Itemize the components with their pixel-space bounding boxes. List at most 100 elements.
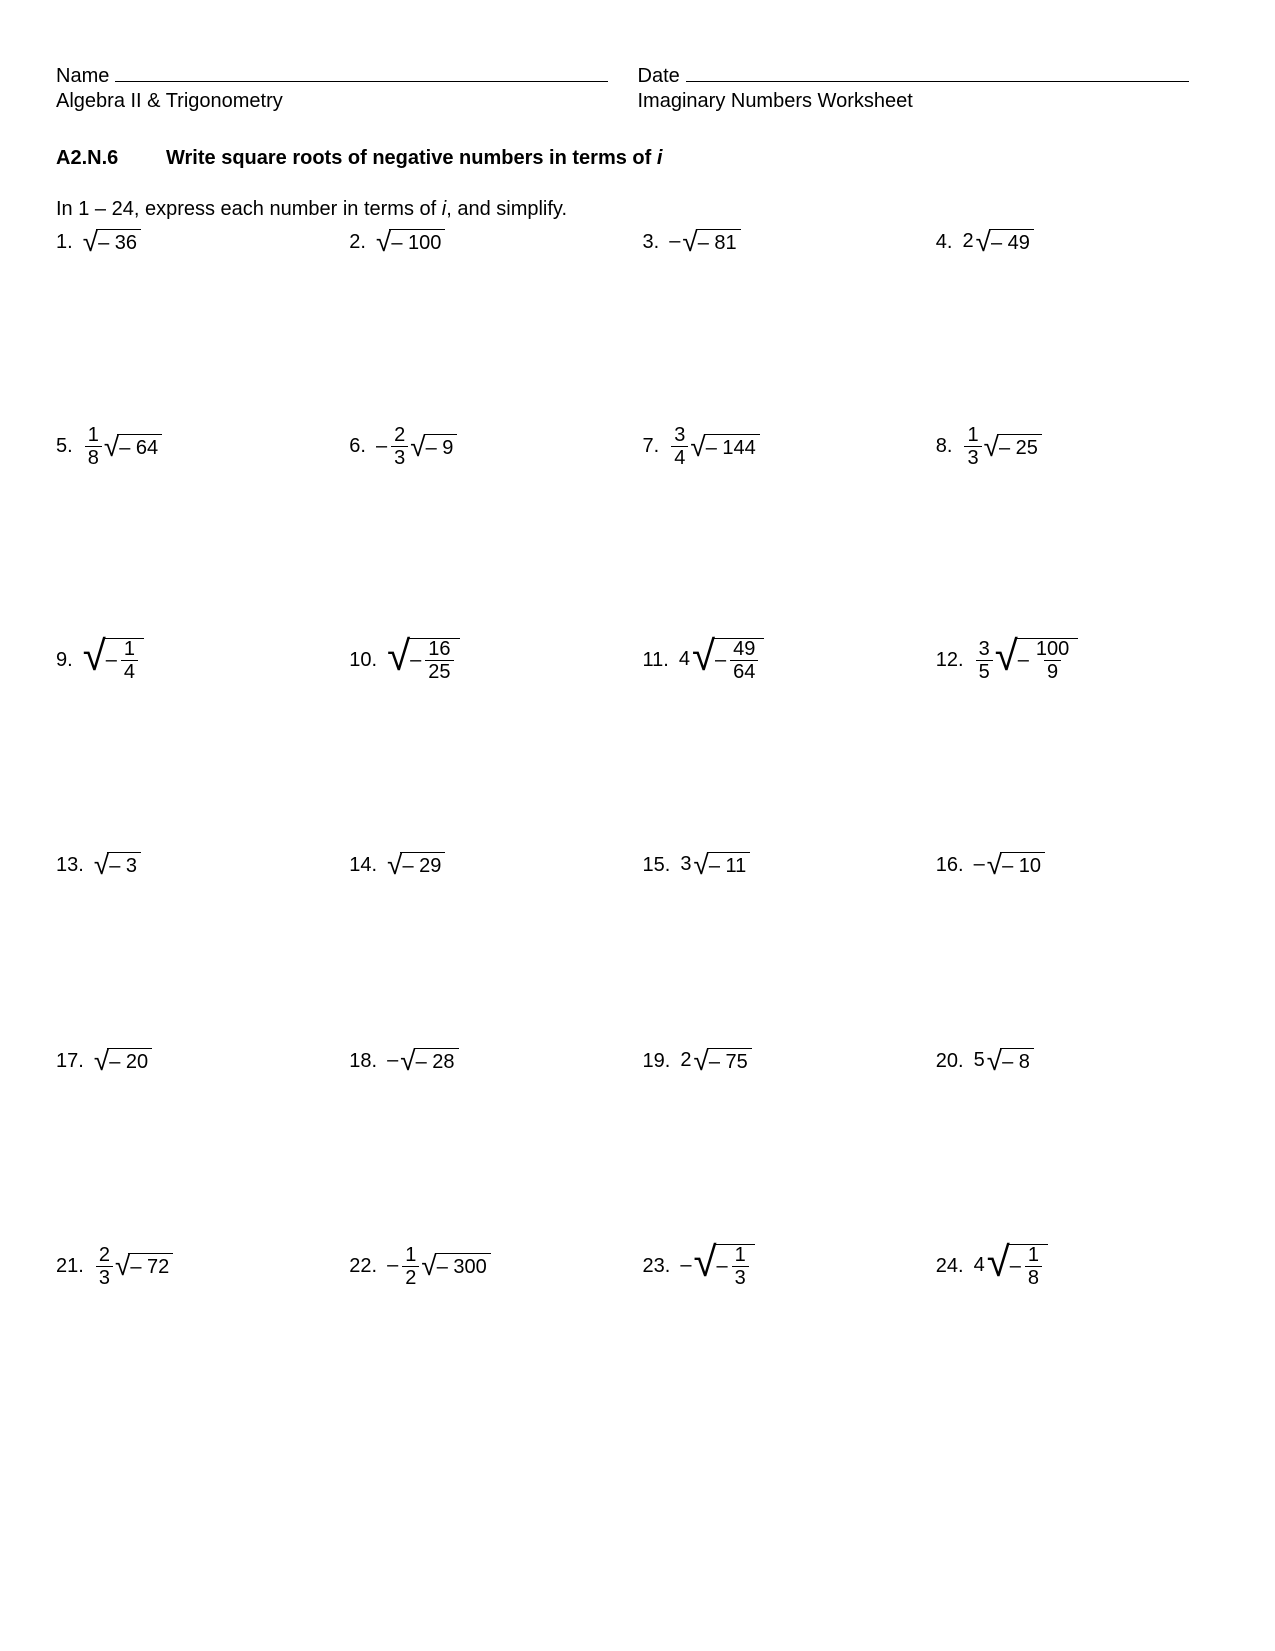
radical-icon: √: [94, 854, 109, 880]
fraction-numerator: 1: [121, 639, 138, 660]
problem-number: 18.: [349, 1050, 377, 1073]
problem-21: 21. 23√– 72: [56, 1244, 339, 1288]
radicand: – 20: [107, 1048, 152, 1074]
date-blank-line[interactable]: [686, 60, 1189, 82]
fraction-denominator: 8: [85, 446, 102, 468]
problem-expression: –√– 81: [669, 229, 740, 255]
problem-number: 19.: [643, 1050, 671, 1073]
problem-expression: 4√–18: [974, 1244, 1048, 1288]
lead-coefficient: 4: [679, 648, 690, 670]
fraction-denominator: 8: [1025, 1266, 1042, 1288]
fraction-numerator: 1: [732, 1245, 749, 1266]
problem-number: 22.: [349, 1255, 377, 1278]
date-field-group: Date: [638, 60, 1220, 88]
problem-expression: 5√– 8: [974, 1048, 1034, 1074]
square-root: √–1009: [995, 638, 1079, 682]
lead-coefficient: –: [974, 853, 985, 875]
problem-number: 10.: [349, 649, 377, 672]
fraction: 18: [1025, 1245, 1042, 1288]
problem-23: 23.–√–13: [643, 1244, 926, 1288]
fraction-numerator: 1: [1025, 1245, 1042, 1266]
radical-icon: √: [987, 854, 1002, 880]
problem-12: 12. 35√–1009: [936, 638, 1219, 682]
radical-icon: √: [690, 436, 705, 462]
fraction: 1625: [425, 639, 453, 682]
square-root: √– 10: [987, 852, 1045, 878]
problem-expression: 2√– 75: [680, 1048, 751, 1074]
radical-icon: √: [987, 1050, 1002, 1076]
square-root: √– 81: [682, 229, 740, 255]
problem-22: 22.–12√– 300: [349, 1244, 632, 1288]
radicand: – 75: [707, 1048, 752, 1074]
date-label: Date: [638, 65, 680, 88]
square-root: √– 11: [693, 852, 750, 878]
radical-icon: √: [410, 436, 425, 462]
problem-24: 24.4√–18: [936, 1244, 1219, 1288]
fraction-denominator: 3: [732, 1266, 749, 1288]
fraction-denominator: 3: [391, 446, 408, 468]
problem-expression: 34√– 144: [669, 425, 760, 468]
radicand: – 25: [997, 434, 1042, 460]
fraction-numerator: 3: [671, 425, 688, 446]
radicand: – 49: [989, 229, 1034, 255]
fraction-denominator: 3: [96, 1266, 113, 1288]
radicand: –18: [1008, 1244, 1048, 1288]
square-root: √– 64: [104, 434, 162, 460]
fraction-numerator: 2: [96, 1245, 113, 1266]
radicand: – 64: [117, 434, 162, 460]
square-root: √– 9: [410, 434, 457, 460]
square-root: √– 49: [976, 229, 1034, 255]
problem-number: 13.: [56, 854, 84, 877]
problem-expression: –23√– 9: [376, 425, 457, 468]
course-name: Algebra II & Trigonometry: [56, 90, 638, 113]
radical-icon: √: [682, 231, 697, 257]
fraction: 35: [976, 639, 993, 682]
problem-10: 10. √–1625: [349, 638, 632, 682]
radical-icon: √: [421, 1255, 436, 1281]
radical-icon: √: [693, 1245, 716, 1289]
problem-14: 14. √– 29: [349, 852, 632, 878]
standard-code: A2.N.6: [56, 147, 166, 170]
name-label: Name: [56, 65, 109, 88]
fraction-denominator: 25: [425, 660, 453, 682]
radicand: –1009: [1016, 638, 1079, 682]
problem-expression: √–1625: [387, 638, 459, 682]
radicand: – 3: [107, 852, 141, 878]
fraction: 13: [964, 425, 981, 468]
problem-expression: 23√– 72: [94, 1245, 173, 1288]
fraction: 4964: [730, 639, 758, 682]
lead-coefficient: 2: [962, 230, 973, 252]
square-root: √–18: [987, 1244, 1048, 1288]
problem-number: 21.: [56, 1255, 84, 1278]
problem-number: 9.: [56, 649, 73, 672]
square-root: √–13: [693, 1244, 754, 1288]
problem-expression: √– 36: [83, 229, 141, 255]
radical-icon: √: [115, 1255, 130, 1281]
fraction-numerator: 2: [391, 425, 408, 446]
course-row: Algebra II & Trigonometry Imaginary Numb…: [56, 90, 1219, 113]
radical-icon: √: [987, 1245, 1010, 1289]
problem-number: 2.: [349, 231, 366, 254]
problem-17: 17.√– 20: [56, 1048, 339, 1074]
problem-3: 3.–√– 81: [643, 229, 926, 255]
radicand: – 300: [435, 1253, 491, 1279]
radical-icon: √: [693, 1050, 708, 1076]
fraction-numerator: 1: [402, 1245, 419, 1266]
lead-coefficient: –: [387, 1049, 398, 1071]
problem-number: 12.: [936, 649, 964, 672]
problem-expression: √– 100: [376, 229, 445, 255]
problem-number: 14.: [349, 854, 377, 877]
fraction: 34: [671, 425, 688, 468]
lead-coefficient: –: [669, 230, 680, 252]
name-blank-line[interactable]: [115, 60, 607, 82]
square-root: √– 25: [984, 434, 1042, 460]
problem-number: 17.: [56, 1050, 84, 1073]
problem-number: 20.: [936, 1050, 964, 1073]
radicand: –14: [104, 638, 144, 682]
problem-expression: 13√– 25: [962, 425, 1041, 468]
problem-number: 15.: [643, 854, 671, 877]
problem-18: 18.–√– 28: [349, 1048, 632, 1074]
radical-icon: √: [995, 639, 1018, 683]
header-name-date-row: Name Date: [56, 60, 1219, 88]
square-root: √– 29: [387, 852, 445, 878]
